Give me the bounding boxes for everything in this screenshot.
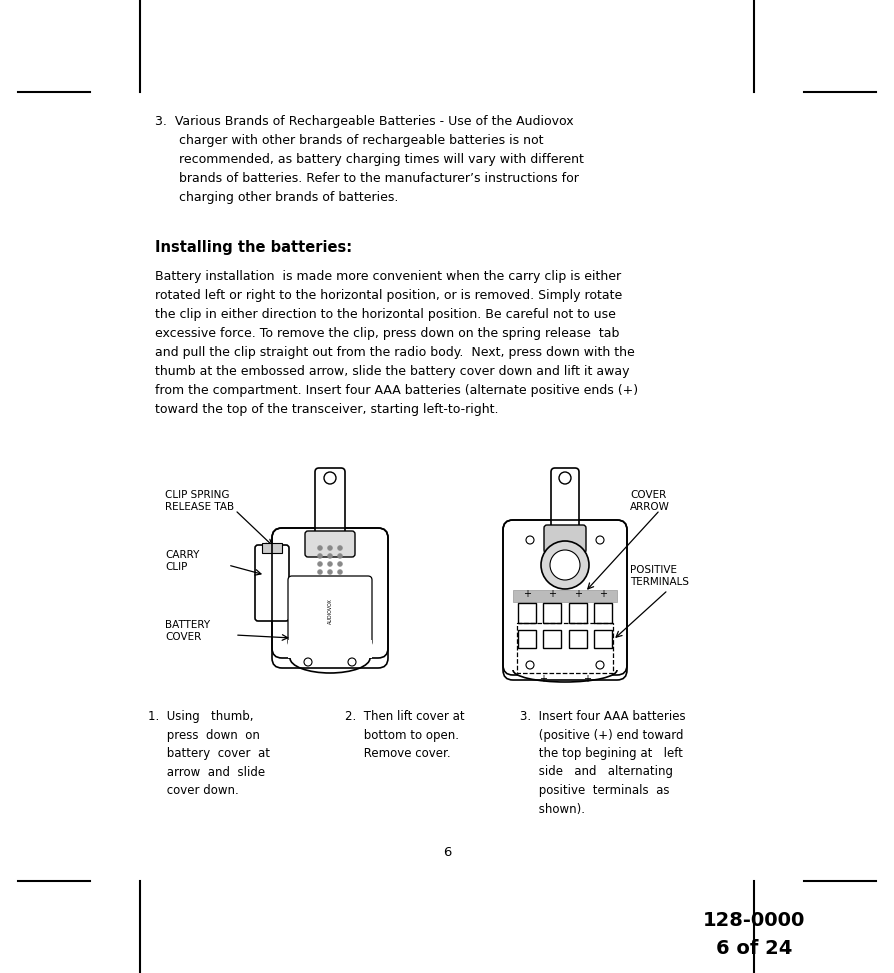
- Text: COVER
ARROW: COVER ARROW: [630, 490, 670, 513]
- Ellipse shape: [513, 658, 617, 682]
- Circle shape: [327, 569, 333, 574]
- Circle shape: [338, 561, 342, 566]
- Circle shape: [304, 658, 312, 666]
- Circle shape: [317, 554, 323, 559]
- Bar: [517, 623, 613, 673]
- Circle shape: [338, 569, 342, 574]
- Circle shape: [526, 661, 534, 669]
- Text: 2.  Then lift cover at
     bottom to open.
     Remove cover.: 2. Then lift cover at bottom to open. Re…: [345, 710, 465, 760]
- Text: +: +: [583, 674, 591, 684]
- Bar: [518, 603, 536, 623]
- Text: +: +: [539, 674, 547, 684]
- Circle shape: [324, 472, 336, 484]
- Text: CLIP SPRING
RELEASE TAB: CLIP SPRING RELEASE TAB: [165, 490, 234, 513]
- Circle shape: [327, 554, 333, 559]
- Bar: [543, 603, 561, 623]
- Bar: [288, 640, 372, 658]
- Text: 6: 6: [443, 846, 451, 858]
- Circle shape: [327, 546, 333, 551]
- Text: 3.  Insert four AAA batteries
     (positive (+) end toward
     the top beginin: 3. Insert four AAA batteries (positive (…: [520, 710, 686, 815]
- Circle shape: [317, 546, 323, 551]
- Circle shape: [596, 661, 604, 669]
- Bar: [511, 656, 619, 670]
- FancyBboxPatch shape: [544, 525, 586, 553]
- FancyBboxPatch shape: [315, 468, 345, 551]
- Text: 128-0000: 128-0000: [703, 911, 805, 929]
- Bar: [513, 590, 617, 602]
- Circle shape: [596, 536, 604, 544]
- Bar: [569, 630, 587, 648]
- FancyBboxPatch shape: [255, 545, 289, 621]
- FancyBboxPatch shape: [305, 531, 355, 557]
- Bar: [518, 630, 536, 648]
- Text: +: +: [574, 589, 582, 599]
- Text: Installing the batteries:: Installing the batteries:: [155, 240, 352, 255]
- Circle shape: [317, 569, 323, 574]
- Text: CARRY
CLIP: CARRY CLIP: [165, 550, 199, 572]
- Text: Battery installation  is made more convenient when the carry clip is either
rota: Battery installation is made more conven…: [155, 270, 638, 416]
- Text: +: +: [548, 589, 556, 599]
- Ellipse shape: [290, 643, 370, 673]
- Circle shape: [348, 658, 356, 666]
- Text: +: +: [599, 589, 607, 599]
- Bar: [569, 603, 587, 623]
- Text: 6 of 24: 6 of 24: [716, 939, 792, 957]
- Bar: [543, 630, 561, 648]
- Text: 1.  Using   thumb,
     press  down  on
     battery  cover  at
     arrow  and : 1. Using thumb, press down on battery co…: [148, 710, 270, 797]
- Text: POSITIVE
TERMINALS: POSITIVE TERMINALS: [630, 565, 689, 588]
- FancyBboxPatch shape: [503, 520, 627, 675]
- FancyBboxPatch shape: [288, 576, 372, 646]
- FancyBboxPatch shape: [272, 528, 388, 658]
- Circle shape: [550, 550, 580, 580]
- Circle shape: [559, 472, 571, 484]
- Circle shape: [526, 536, 534, 544]
- Circle shape: [541, 541, 589, 589]
- Text: AUDIOVOX: AUDIOVOX: [327, 598, 333, 624]
- Bar: [594, 603, 612, 623]
- FancyBboxPatch shape: [551, 468, 579, 541]
- Bar: [594, 630, 612, 648]
- Text: 3.  Various Brands of Rechargeable Batteries - Use of the Audiovox
      charger: 3. Various Brands of Rechargeable Batter…: [155, 115, 584, 204]
- Circle shape: [338, 554, 342, 559]
- Circle shape: [338, 546, 342, 551]
- Circle shape: [317, 561, 323, 566]
- Text: +: +: [523, 589, 531, 599]
- Bar: [262, 543, 282, 553]
- Text: BATTERY
COVER: BATTERY COVER: [165, 620, 210, 642]
- Circle shape: [327, 561, 333, 566]
